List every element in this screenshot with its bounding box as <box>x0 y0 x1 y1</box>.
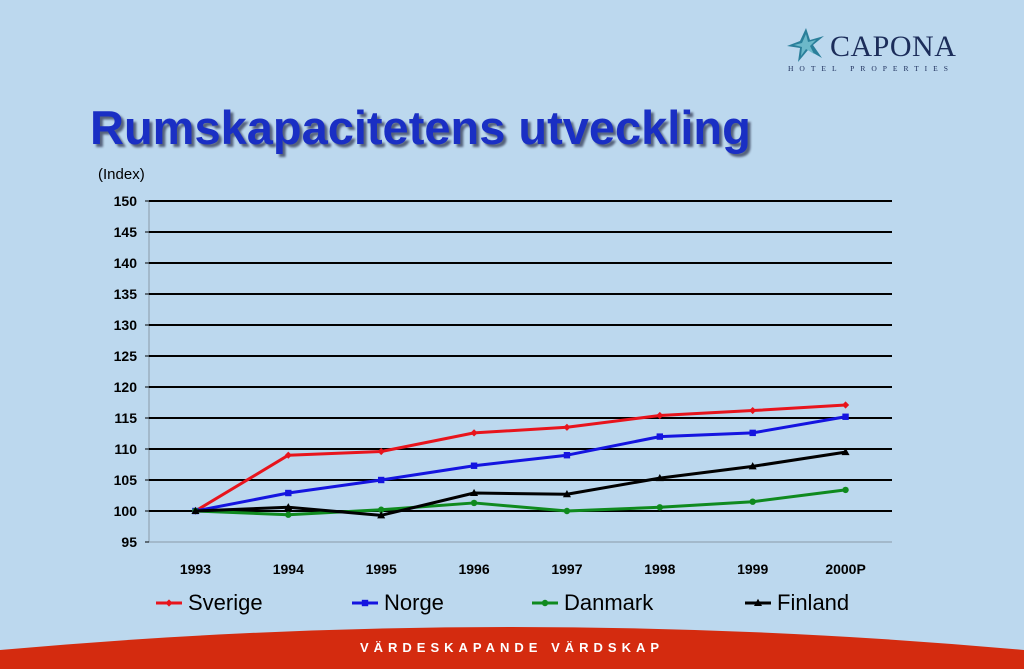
x-tick-label: 1998 <box>644 561 675 577</box>
y-tick-label: 130 <box>114 317 138 333</box>
series-finland <box>191 447 850 519</box>
data-point-danmark <box>470 499 478 507</box>
data-point-norge <box>470 462 478 469</box>
y-tick-label: 115 <box>114 410 137 426</box>
data-point-finland <box>470 488 479 497</box>
chart-legend: Sverige Norge Danmark Finland <box>150 590 890 620</box>
data-point-sverige <box>656 411 664 420</box>
series-danmark <box>192 486 849 518</box>
data-point-sverige <box>563 423 571 431</box>
y-tick-label: 120 <box>114 379 138 395</box>
data-point-danmark <box>377 506 385 513</box>
data-point-norge <box>656 433 664 440</box>
y-axis-unit-label: (Index) <box>98 166 145 183</box>
data-point-norge <box>377 476 385 484</box>
x-tick-label: 2000P <box>825 561 865 577</box>
legend-swatch <box>156 599 182 607</box>
data-point-finland <box>191 506 200 514</box>
y-tick-label: 150 <box>114 193 138 209</box>
data-point-danmark <box>842 486 849 494</box>
series-line-norge <box>195 415 846 513</box>
data-point-sverige <box>841 401 850 409</box>
data-point-sverige <box>284 451 292 459</box>
data-point-norge <box>563 452 571 459</box>
page-title: Rumskapacitetens utveckling <box>90 101 751 154</box>
series-line-danmark <box>195 488 846 517</box>
legend-item-danmark: Danmark <box>532 590 653 616</box>
legend-label: Norge <box>384 590 444 615</box>
y-tick-label: 125 <box>114 348 138 364</box>
x-tick-label: 1997 <box>551 561 582 577</box>
data-point-norge <box>749 429 756 437</box>
data-point-danmark <box>656 504 664 511</box>
legend-marker <box>754 598 762 606</box>
data-point-finland <box>748 462 757 470</box>
data-point-finland <box>841 447 850 456</box>
y-tick-label: 100 <box>114 503 138 519</box>
data-point-norge <box>285 489 292 497</box>
series-sverige <box>191 401 850 515</box>
legend-marker <box>165 599 173 607</box>
x-tick-label: 1996 <box>458 561 489 577</box>
x-tick-label: 1995 <box>366 561 397 577</box>
legend-label: Danmark <box>564 590 654 615</box>
x-tick-label: 1994 <box>273 561 304 577</box>
legend-item-sverige: Sverige <box>156 590 263 616</box>
logo-wordmark: CAPONA <box>830 30 957 63</box>
data-point-danmark <box>563 507 571 515</box>
x-tick-label: 1999 <box>737 561 768 577</box>
capona-logo: CAPONA HOTEL PROPERTIES <box>784 26 984 76</box>
data-point-sverige <box>749 406 757 415</box>
legend-marker <box>541 599 549 607</box>
series-line-sverige <box>194 403 846 513</box>
footer-slogan: VÄRDESKAPANDE VÄRDSKAP <box>359 640 665 655</box>
x-tick-label: 1993 <box>180 561 211 577</box>
legend-item-norge: Norge <box>352 590 444 616</box>
y-tick-label: 95 <box>121 534 137 550</box>
legend-label: Finland <box>777 590 850 615</box>
data-point-finland <box>377 511 386 519</box>
legend-marker <box>361 599 369 607</box>
y-tick-label: 135 <box>114 286 138 302</box>
data-point-danmark <box>749 498 756 505</box>
data-point-finland <box>655 473 664 482</box>
data-point-danmark <box>285 511 292 518</box>
series-line-finland <box>195 450 846 517</box>
legend-swatch <box>532 599 558 607</box>
data-point-finland <box>284 503 293 511</box>
legend-item-finland: Finland <box>745 590 849 616</box>
data-point-sverige <box>470 429 478 437</box>
star-logo-icon <box>787 28 824 62</box>
y-tick-label: 145 <box>114 224 138 240</box>
data-point-norge <box>842 413 849 420</box>
footer-band <box>0 627 1024 669</box>
data-point-finland <box>562 490 571 498</box>
data-point-sverige <box>377 447 385 456</box>
y-tick-label: 110 <box>114 441 137 457</box>
legend-swatch <box>352 599 378 607</box>
y-tick-label: 105 <box>114 472 138 488</box>
y-tick-label: 140 <box>114 255 138 271</box>
logo-tagline: HOTEL PROPERTIES <box>788 64 954 73</box>
legend-label: Sverige <box>188 590 263 615</box>
legend-swatch <box>745 598 771 606</box>
